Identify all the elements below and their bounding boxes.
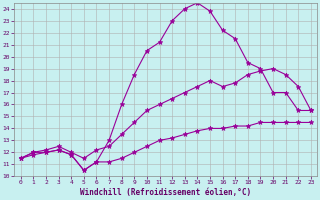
X-axis label: Windchill (Refroidissement éolien,°C): Windchill (Refroidissement éolien,°C) — [80, 188, 252, 197]
